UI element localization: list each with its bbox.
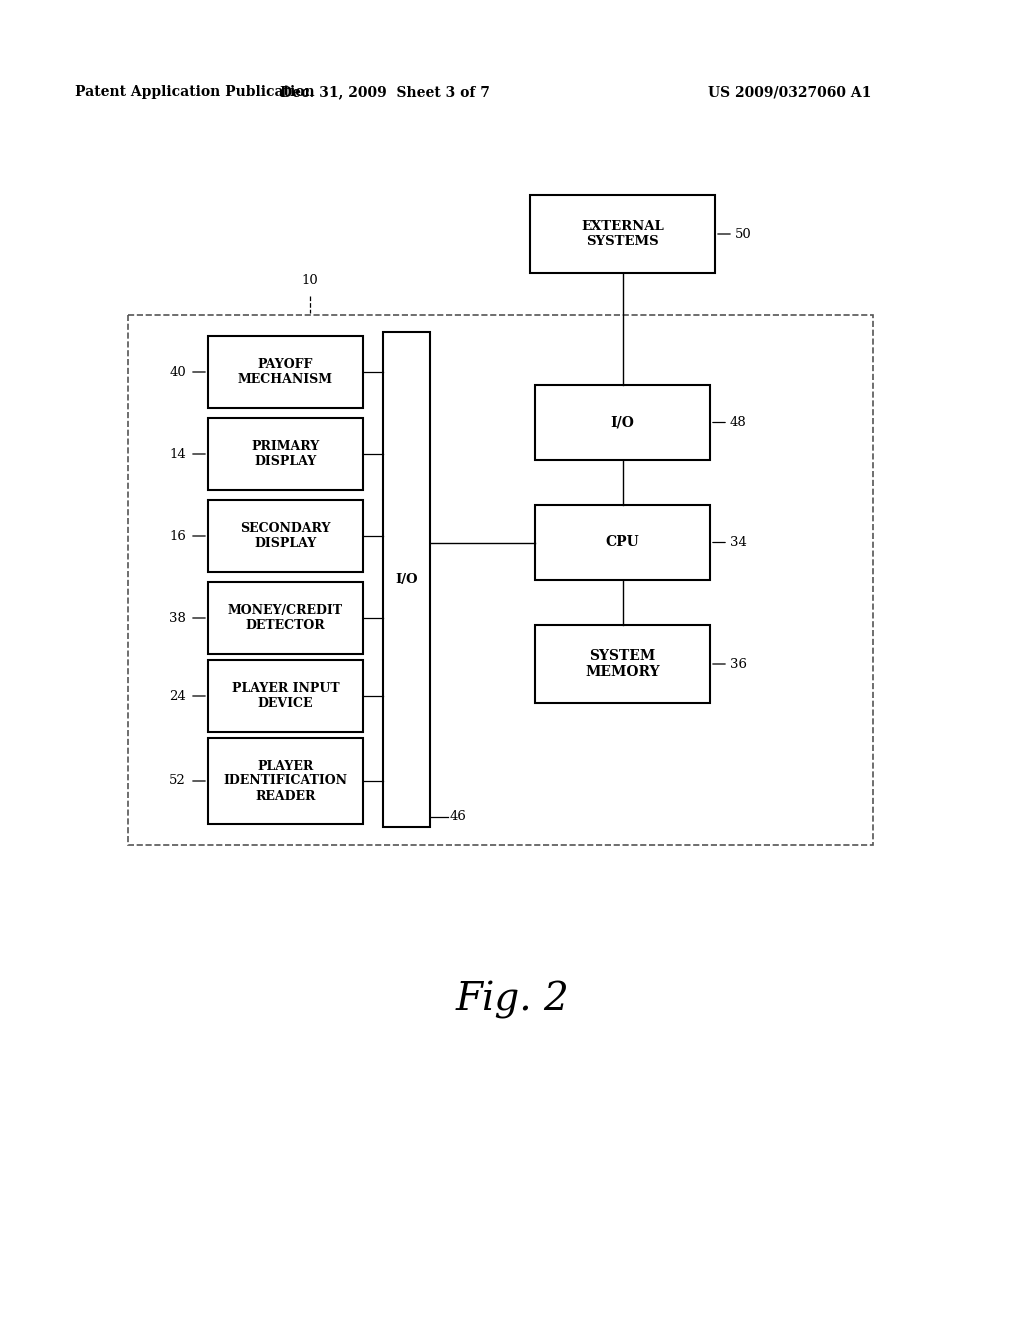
Text: PRIMARY
DISPLAY: PRIMARY DISPLAY (251, 440, 319, 469)
Text: 52: 52 (169, 775, 186, 788)
Text: 10: 10 (302, 275, 318, 286)
Bar (208, 738, 362, 824)
Text: I/O: I/O (610, 416, 635, 429)
Text: Dec. 31, 2009  Sheet 3 of 7: Dec. 31, 2009 Sheet 3 of 7 (280, 84, 489, 99)
Bar (530, 195, 715, 273)
Text: SECONDARY
DISPLAY: SECONDARY DISPLAY (241, 521, 331, 550)
Text: 38: 38 (169, 611, 186, 624)
Bar (128, 315, 873, 845)
Bar (208, 500, 362, 572)
Bar (535, 385, 710, 459)
Text: Patent Application Publication: Patent Application Publication (75, 84, 314, 99)
Text: 46: 46 (450, 810, 467, 824)
Text: SYSTEM
MEMORY: SYSTEM MEMORY (585, 649, 659, 678)
Text: 40: 40 (169, 366, 186, 379)
Text: 14: 14 (169, 447, 186, 461)
Text: 36: 36 (730, 657, 746, 671)
Bar (535, 506, 710, 579)
Text: PAYOFF
MECHANISM: PAYOFF MECHANISM (238, 358, 333, 385)
Text: 48: 48 (730, 416, 746, 429)
Bar (535, 624, 710, 704)
Text: 24: 24 (169, 689, 186, 702)
Text: EXTERNAL
SYSTEMS: EXTERNAL SYSTEMS (582, 220, 664, 248)
Text: Fig. 2: Fig. 2 (455, 981, 569, 1019)
Text: 50: 50 (735, 227, 752, 240)
Text: 34: 34 (730, 536, 746, 549)
Text: MONEY/CREDIT
DETECTOR: MONEY/CREDIT DETECTOR (228, 605, 343, 632)
Text: CPU: CPU (605, 536, 639, 549)
Text: I/O: I/O (395, 573, 418, 586)
Bar (208, 337, 362, 408)
Text: US 2009/0327060 A1: US 2009/0327060 A1 (709, 84, 871, 99)
Text: PLAYER INPUT
DEVICE: PLAYER INPUT DEVICE (231, 682, 339, 710)
Bar (208, 660, 362, 733)
Text: PLAYER
IDENTIFICATION
READER: PLAYER IDENTIFICATION READER (223, 759, 347, 803)
Bar (383, 333, 430, 828)
Bar (208, 418, 362, 490)
Text: 16: 16 (169, 529, 186, 543)
Bar (208, 582, 362, 653)
